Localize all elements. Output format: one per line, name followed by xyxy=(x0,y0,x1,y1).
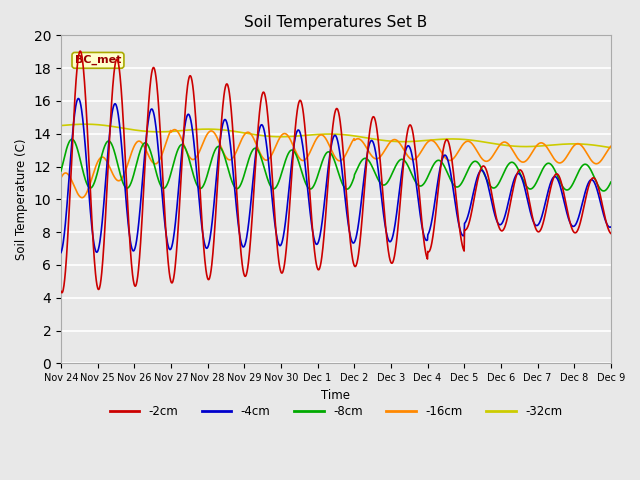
-32cm xyxy=(371,136,378,142)
-32cm xyxy=(81,121,89,127)
-16cm xyxy=(122,166,130,171)
-2cm xyxy=(291,128,299,134)
-4cm xyxy=(100,199,108,205)
-4cm xyxy=(371,143,378,149)
-16cm xyxy=(303,156,310,161)
-16cm xyxy=(100,155,108,160)
-2cm xyxy=(58,290,66,296)
-8cm xyxy=(600,188,607,194)
-32cm xyxy=(100,122,108,128)
-2cm xyxy=(303,143,310,148)
-16cm xyxy=(607,144,614,149)
-8cm xyxy=(312,178,320,184)
-8cm xyxy=(607,179,614,185)
-2cm xyxy=(607,230,614,236)
Line: -8cm: -8cm xyxy=(61,139,611,191)
-2cm xyxy=(123,183,131,189)
-2cm xyxy=(57,288,65,294)
-16cm xyxy=(57,175,65,181)
-4cm xyxy=(122,201,130,206)
-8cm xyxy=(100,145,108,151)
-16cm xyxy=(291,147,299,153)
Text: BC_met: BC_met xyxy=(75,55,121,65)
Line: -4cm: -4cm xyxy=(61,98,611,252)
-4cm xyxy=(302,171,310,177)
-16cm xyxy=(312,136,320,142)
-8cm xyxy=(302,181,310,187)
-4cm xyxy=(74,96,82,101)
-4cm xyxy=(312,241,320,247)
-8cm xyxy=(371,168,378,174)
-32cm xyxy=(122,126,130,132)
Legend: -2cm, -4cm, -8cm, -16cm, -32cm: -2cm, -4cm, -8cm, -16cm, -32cm xyxy=(105,401,567,423)
-32cm xyxy=(312,132,320,137)
-8cm xyxy=(68,136,76,142)
-2cm xyxy=(312,261,320,267)
-4cm xyxy=(607,224,614,230)
-4cm xyxy=(57,250,65,255)
-32cm xyxy=(302,132,310,138)
-2cm xyxy=(371,116,378,121)
-8cm xyxy=(57,168,65,174)
-4cm xyxy=(291,138,298,144)
-16cm xyxy=(171,127,179,132)
X-axis label: Time: Time xyxy=(321,389,351,402)
-32cm xyxy=(57,123,65,129)
Line: -16cm: -16cm xyxy=(61,130,611,198)
-8cm xyxy=(122,185,130,191)
Line: -32cm: -32cm xyxy=(61,124,611,148)
Line: -2cm: -2cm xyxy=(61,51,611,293)
-2cm xyxy=(76,48,84,54)
-8cm xyxy=(291,149,298,155)
-32cm xyxy=(291,133,298,139)
-32cm xyxy=(607,145,614,151)
Y-axis label: Soil Temperature (C): Soil Temperature (C) xyxy=(15,139,28,260)
Title: Soil Temperatures Set B: Soil Temperatures Set B xyxy=(244,15,428,30)
-16cm xyxy=(371,156,378,161)
-2cm xyxy=(100,235,108,240)
-16cm xyxy=(78,195,86,201)
